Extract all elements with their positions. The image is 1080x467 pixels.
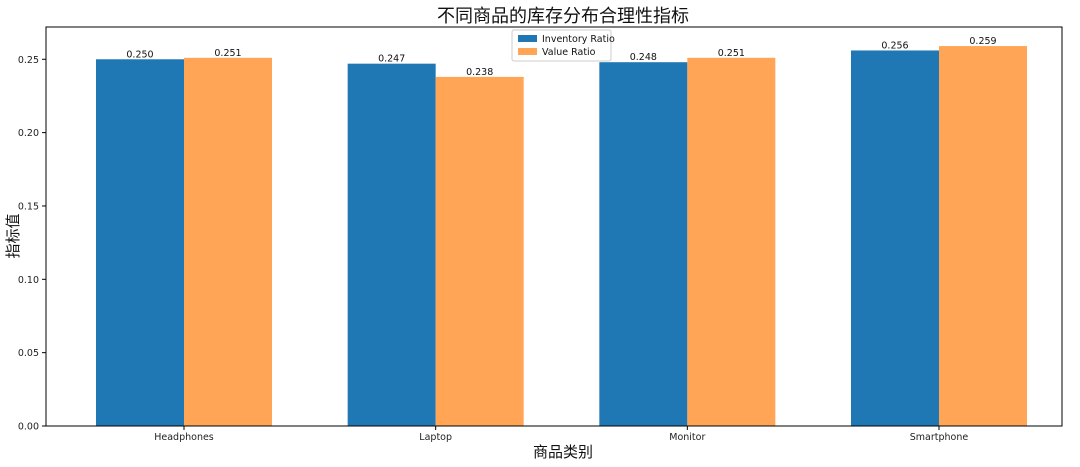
data-label: 0.256 (881, 40, 908, 51)
y-tick-label: 0.00 (18, 422, 39, 433)
bar-inventory-ratio-smartphone (851, 50, 939, 427)
legend-entry: Inventory Ratio (542, 34, 615, 45)
x-axis-label: 商品类别 (533, 443, 593, 461)
plot-area (96, 46, 1027, 427)
data-label: 0.251 (718, 48, 745, 59)
data-label: 0.248 (630, 52, 657, 63)
bar-value-ratio-smartphone (939, 46, 1027, 426)
plot-frame (45, 26, 1063, 427)
y-tick-label: 0.15 (18, 201, 39, 212)
x-tick-label: Laptop (419, 432, 452, 443)
x-tick-label: Smartphone (910, 432, 969, 443)
data-label: 0.238 (466, 67, 493, 78)
bar-inventory-ratio-headphones (96, 59, 184, 426)
data-label: 0.250 (126, 49, 153, 60)
y-tick-label: 0.10 (18, 275, 39, 286)
bar-inventory-ratio-laptop (347, 63, 436, 427)
y-tick-label: 0.25 (18, 55, 39, 66)
legend-swatch (518, 48, 537, 55)
y-tick-label: 0.20 (18, 128, 39, 139)
legend: Inventory Ratio Value Ratio (511, 29, 615, 62)
x-axis: Headphones Laptop Monitor Smartphone (154, 426, 968, 443)
bar-value-ratio-laptop (435, 76, 524, 426)
data-label: 0.247 (378, 54, 405, 65)
bar-value-ratio-headphones (184, 57, 272, 426)
chart-title: 不同商品的库存分布合理性指标 (437, 6, 689, 27)
y-tick-label: 0.05 (18, 348, 39, 359)
legend-swatch (518, 35, 537, 42)
bar-value-ratio-monitor (687, 57, 776, 426)
legend-entry: Value Ratio (542, 47, 596, 58)
data-label: 0.259 (969, 36, 996, 47)
y-axis: 0.00 0.05 0.10 0.15 0.20 0.25 (18, 55, 46, 433)
bar-inventory-ratio-monitor (599, 62, 688, 427)
x-tick-label: Headphones (154, 432, 214, 443)
data-label: 0.251 (214, 48, 241, 59)
y-axis-label: 指标值 (4, 213, 22, 258)
x-tick-label: Monitor (669, 432, 705, 443)
data-labels: 0.250 0.251 0.247 0.238 0.248 0.251 0.256 0.259 (126, 36, 996, 78)
